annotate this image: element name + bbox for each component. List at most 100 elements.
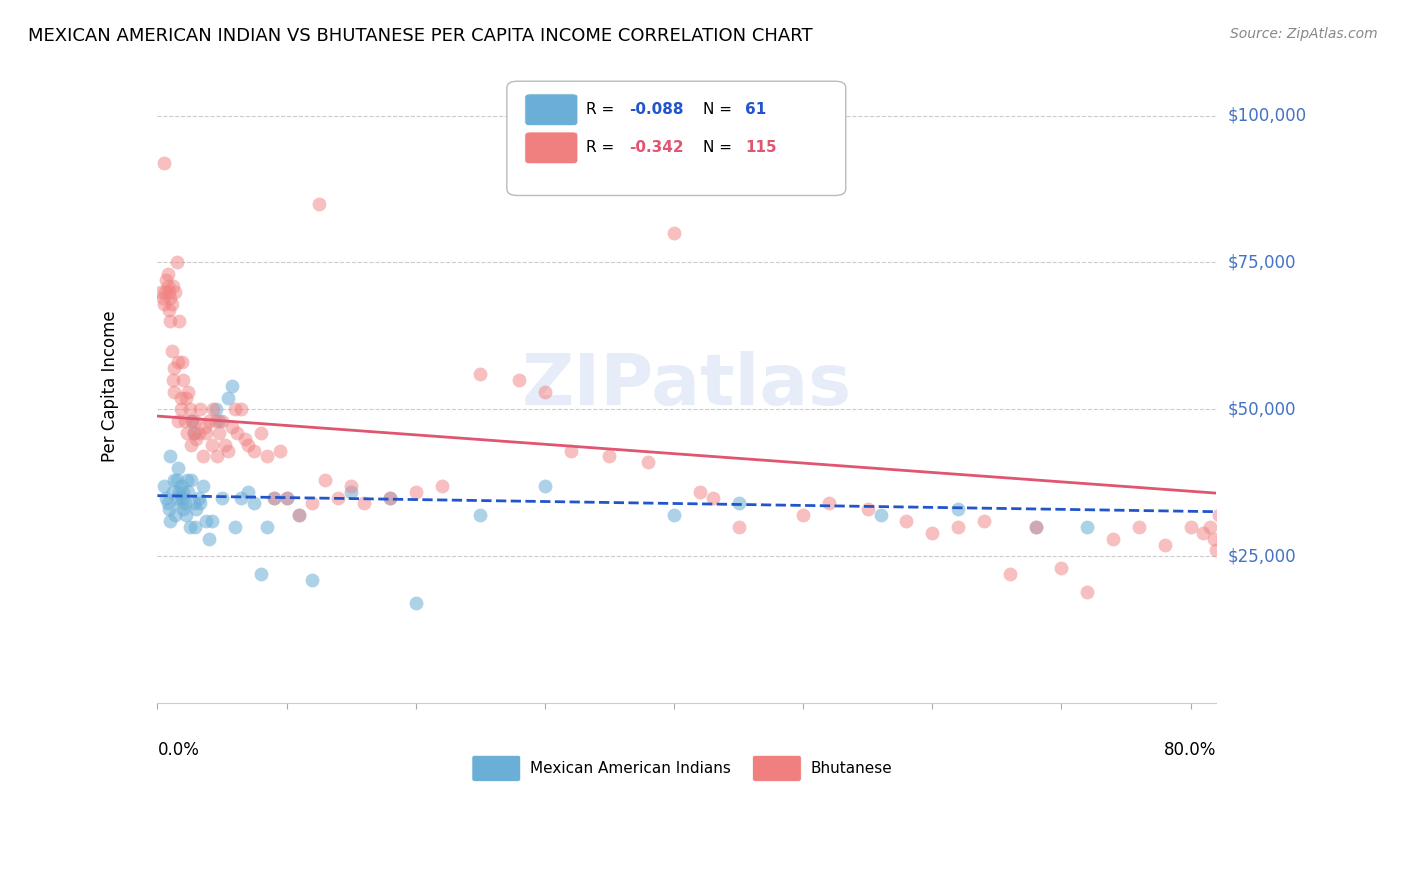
Point (946, 502, 969, 516)
Point (201, 514, 224, 528)
Point (288, 508, 311, 523)
Point (187, 491, 209, 505)
Point (176, 473, 198, 487)
Point (163, 473, 186, 487)
Point (869, 508, 891, 523)
Point (187, 425, 209, 440)
Point (921, 525, 943, 540)
Point (405, 596, 427, 610)
Point (181, 414, 204, 428)
Point (226, 425, 249, 440)
Point (340, 484, 363, 499)
Text: $75,000: $75,000 (1227, 253, 1296, 271)
Point (160, 296, 183, 310)
Point (169, 391, 191, 405)
Point (152, 291, 174, 305)
Point (1241, 591, 1264, 605)
Point (155, 491, 177, 505)
Text: Per Capita Income: Per Capita Income (101, 310, 118, 462)
Text: N =: N = (703, 103, 737, 117)
Point (208, 414, 231, 428)
Point (208, 425, 231, 440)
Point (159, 314, 181, 328)
Point (1244, 520, 1267, 534)
Point (1102, 532, 1125, 546)
Point (155, 273, 177, 287)
Text: 115: 115 (745, 140, 776, 155)
Point (217, 391, 239, 405)
Point (256, 520, 278, 534)
Point (314, 473, 336, 487)
Point (1202, 532, 1225, 546)
Point (231, 491, 253, 505)
Text: R =: R = (586, 140, 620, 155)
Point (1249, 532, 1271, 546)
Point (183, 425, 205, 440)
Point (470, 367, 492, 381)
Point (946, 520, 969, 534)
Point (233, 432, 256, 446)
Point (231, 402, 253, 417)
FancyBboxPatch shape (508, 81, 846, 195)
Point (221, 420, 243, 434)
Text: 61: 61 (745, 103, 766, 117)
Point (269, 443, 291, 458)
Point (301, 496, 323, 510)
Point (1233, 543, 1256, 558)
Text: $50,000: $50,000 (1227, 401, 1296, 418)
Point (340, 479, 363, 493)
Point (1199, 520, 1222, 534)
Point (169, 314, 191, 328)
Point (288, 508, 311, 523)
Point (249, 567, 271, 582)
Text: Bhutanese: Bhutanese (811, 761, 893, 775)
Point (166, 473, 188, 487)
Point (150, 285, 173, 299)
Point (378, 491, 401, 505)
Point (153, 296, 176, 310)
Point (167, 461, 190, 475)
Point (1208, 508, 1230, 523)
Point (173, 496, 195, 510)
Point (204, 402, 226, 417)
Point (1218, 525, 1240, 540)
Point (162, 373, 184, 387)
Point (186, 432, 208, 446)
Point (508, 373, 530, 387)
Point (184, 414, 207, 428)
Point (1212, 532, 1234, 546)
Point (378, 491, 401, 505)
Point (1229, 532, 1251, 546)
Point (177, 484, 200, 499)
Point (702, 491, 724, 505)
Text: -0.088: -0.088 (628, 103, 683, 117)
Point (170, 355, 193, 369)
Point (163, 384, 186, 399)
Point (188, 402, 211, 417)
Point (224, 520, 246, 534)
Point (973, 514, 995, 528)
Point (166, 491, 188, 505)
Point (191, 450, 214, 464)
Point (214, 438, 236, 452)
Point (156, 279, 179, 293)
Point (1076, 584, 1098, 599)
Point (328, 491, 350, 505)
Point (1128, 520, 1150, 534)
Text: 0.0%: 0.0% (157, 741, 200, 759)
Text: -0.342: -0.342 (628, 140, 683, 155)
Point (157, 285, 180, 299)
Point (153, 479, 176, 493)
Point (156, 496, 179, 510)
Text: 80.0%: 80.0% (1164, 741, 1216, 759)
Point (1247, 525, 1270, 540)
Point (205, 450, 228, 464)
Point (1257, 549, 1279, 564)
Point (174, 391, 197, 405)
Point (211, 491, 233, 505)
Point (221, 379, 243, 393)
FancyBboxPatch shape (524, 94, 578, 126)
Point (179, 402, 201, 417)
Point (662, 508, 685, 523)
Point (470, 508, 492, 523)
